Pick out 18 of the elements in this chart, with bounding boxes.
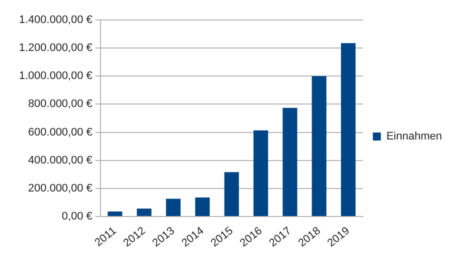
bar <box>195 198 210 216</box>
y-tick-label: 600.000,00 € <box>28 126 92 138</box>
y-tick-label: 800.000,00 € <box>28 98 92 110</box>
bar <box>312 76 326 216</box>
y-tick-label: 0,00 € <box>62 210 92 222</box>
bar <box>282 108 298 216</box>
y-tick-label: 1.400.000,00 € <box>18 14 92 26</box>
bar <box>253 130 268 216</box>
y-tick-label: 400.000,00 € <box>28 154 92 166</box>
y-tick-label: 1.200.000,00 € <box>18 42 92 54</box>
bar <box>224 172 239 216</box>
y-tick-label: 200.000,00 € <box>28 182 92 194</box>
y-tick-label: 1.000.000,00 € <box>18 70 92 82</box>
legend-label: Einnahmen <box>386 130 442 143</box>
bar <box>136 208 152 216</box>
bar <box>166 198 181 216</box>
bar <box>108 212 122 216</box>
bar <box>340 43 356 216</box>
